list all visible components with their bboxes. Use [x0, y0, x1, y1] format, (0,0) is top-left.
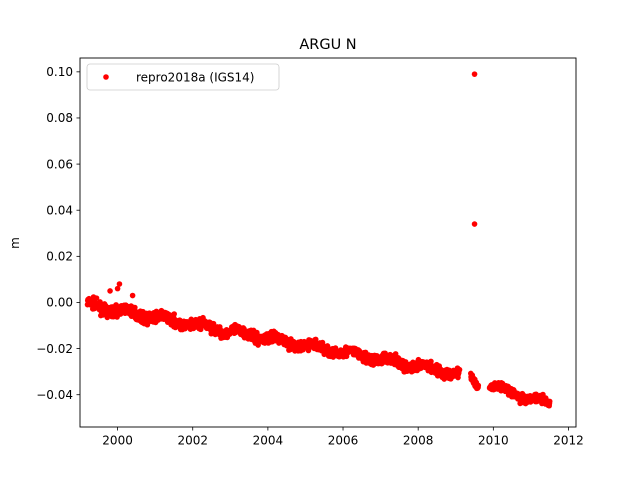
- x-tick-label: 2006: [328, 434, 359, 448]
- x-axis: 2000 2002 2004 2006 2008 2010 2012: [102, 427, 584, 448]
- legend-label: repro2018a (IGS14): [136, 71, 254, 85]
- y-tick-label: −0.02: [36, 342, 73, 356]
- y-tick-label: 0.06: [46, 157, 73, 171]
- x-tick-label: 2008: [403, 434, 434, 448]
- data-point: [116, 281, 123, 287]
- legend: repro2018a (IGS14): [86, 63, 280, 91]
- data-point: [546, 398, 553, 405]
- y-tick-label: 0.10: [46, 65, 73, 79]
- y-axis-label: m: [8, 237, 22, 249]
- data-point: [475, 382, 482, 389]
- data-layer: [84, 71, 553, 409]
- x-tick-label: 2000: [102, 434, 133, 448]
- chart-title: ARGU N: [299, 37, 356, 53]
- data-point: [114, 285, 121, 292]
- legend-marker: [103, 74, 109, 80]
- x-tick-label: 2002: [177, 434, 208, 448]
- data-point: [197, 326, 204, 333]
- data-point: [471, 71, 478, 77]
- data-point: [471, 221, 478, 227]
- data-point: [312, 336, 319, 343]
- x-tick-label: 2010: [478, 434, 509, 448]
- y-tick-label: −0.04: [36, 388, 73, 402]
- y-axis: −0.04 −0.02 0.00 0.02 0.04 0.06 0.08 0.10: [36, 65, 80, 402]
- data-point: [129, 292, 136, 299]
- data-point: [171, 311, 177, 317]
- data-point: [107, 288, 113, 294]
- data-point: [144, 321, 151, 328]
- y-tick-label: 0.00: [46, 296, 73, 310]
- data-point: [93, 295, 100, 301]
- data-point: [456, 366, 463, 373]
- y-tick-label: 0.04: [46, 203, 73, 217]
- y-tick-label: 0.02: [46, 250, 73, 264]
- y-tick-label: 0.08: [46, 111, 73, 125]
- plot-frame: [79, 57, 577, 428]
- x-tick-label: 2012: [553, 434, 584, 448]
- x-tick-label: 2004: [253, 434, 284, 448]
- legend-box: [86, 63, 280, 91]
